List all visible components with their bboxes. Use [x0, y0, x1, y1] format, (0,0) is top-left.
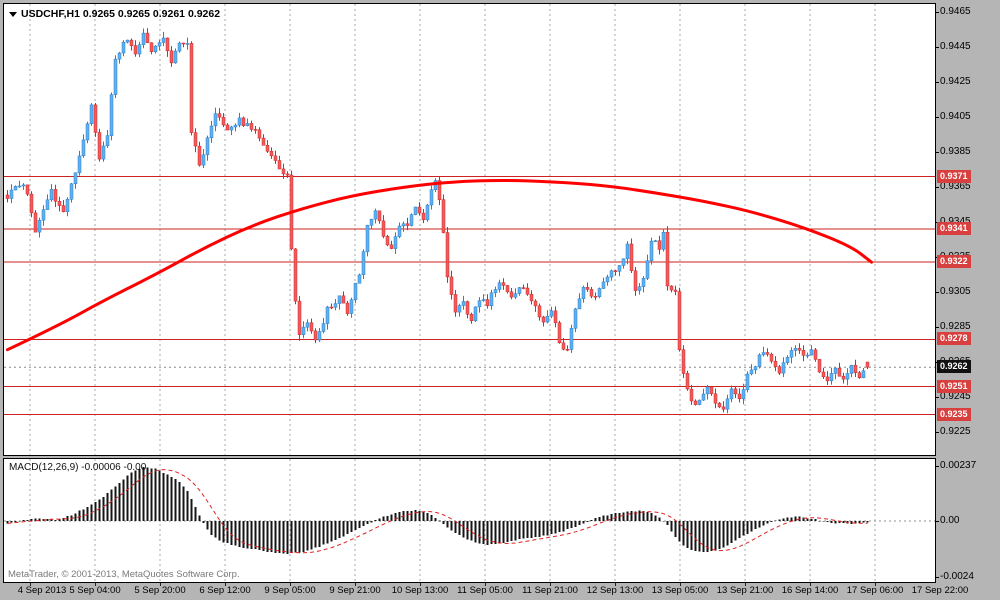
time-axis-label: 17 Sep 06:00	[846, 585, 904, 596]
time-axis-label: 5 Sep 20:00	[134, 585, 186, 596]
macd-axis-label: 0.00237	[940, 460, 977, 471]
macd-canvas[interactable]	[4, 459, 935, 582]
moving-average-line[interactable]	[6, 178, 873, 352]
price-axis-tickmark	[936, 187, 939, 188]
price-axis-label: 0.9385	[940, 146, 971, 157]
price-axis-tickmark	[936, 292, 939, 293]
price-axis-tickmark	[936, 12, 939, 13]
symbol-ohlc-label: USDCHF,H1 0.9265 0.9265 0.9261 0.9262	[21, 8, 221, 20]
price-axis-tickmark	[936, 152, 939, 153]
time-axis-tickmark	[290, 583, 291, 586]
price-axis-label: 0.9325	[940, 251, 971, 262]
time-axis-label: 5 Sep 04:00	[69, 585, 121, 596]
macd-axis-tickmark	[936, 466, 939, 467]
time-axis-label: 13 Sep 05:00	[651, 585, 709, 596]
time-axis-label: 6 Sep 12:00	[199, 585, 251, 596]
time-axis-label: 16 Sep 14:00	[781, 585, 839, 596]
macd-axis-label: -0.0024	[940, 570, 974, 582]
price-axis-tickmark	[936, 432, 939, 433]
macd-histogram-layer	[6, 466, 869, 554]
price-axis-label: 0.9305	[940, 286, 971, 297]
time-axis-label: 17 Sep 22:00	[911, 585, 969, 596]
hline-price-label[interactable]: 0.9322	[937, 255, 971, 269]
time-axis-tickmark	[680, 583, 681, 586]
price-axis-tickmark	[936, 117, 939, 118]
chart-dropdown-icon[interactable]	[9, 12, 17, 17]
candlestick-layer	[5, 28, 870, 414]
price-axis-tickmark	[936, 82, 939, 83]
price-axis-tickmark	[936, 257, 939, 258]
time-axis-tickmark	[225, 583, 226, 586]
hline-price-label[interactable]: 0.9341	[937, 222, 971, 235]
macd-axis-tickmark	[936, 521, 939, 522]
price-axis-label: 0.9465	[940, 6, 971, 17]
time-axis-label: 11 Sep 21:00	[522, 585, 578, 596]
price-axis-label: 0.9265	[940, 356, 971, 367]
time-axis-label: 11 Sep 05:00	[457, 585, 513, 596]
price-axis-tickmark	[936, 397, 939, 398]
time-axis-tickmark	[745, 583, 746, 586]
time-axis-label: 4 Sep 2013	[17, 585, 67, 596]
time-axis-tickmark	[875, 583, 876, 586]
hline-layer	[4, 176, 935, 415]
time-axis-tickmark	[810, 583, 811, 586]
time-axis-tickmark	[160, 583, 161, 586]
macd-axis-tickmark	[936, 576, 939, 578]
price-axis-tickmark	[936, 222, 939, 223]
time-axis-tickmark	[30, 583, 31, 586]
price-axis-label: 0.9425	[940, 76, 971, 87]
macd-indicator-label: MACD(12,26,9) -0.00006 -0.00	[9, 462, 147, 473]
macd-signal-line	[7, 469, 868, 554]
time-axis-tickmark	[550, 583, 551, 586]
macd-panel[interactable]: MACD(12,26,9) -0.00006 -0.00 MetaTrader,…	[3, 458, 936, 583]
hline-price-label[interactable]: 0.9251	[937, 379, 971, 393]
time-axis-label: 10 Sep 13:00	[391, 585, 449, 596]
price-axis-label: 0.9225	[940, 426, 971, 437]
price-axis-tickmark	[936, 362, 939, 363]
hline-price-label[interactable]: 0.9371	[937, 169, 971, 183]
price-axis-tickmark	[936, 47, 939, 48]
price-axis-label: 0.9445	[940, 41, 971, 52]
main-chart-panel[interactable]: USDCHF,H1 0.9265 0.9265 0.9261 0.9262	[3, 3, 936, 456]
price-axis-label: 0.9365	[940, 181, 971, 192]
macd-axis-label: 0.00	[940, 515, 960, 526]
chart-title: USDCHF,H1 0.9265 0.9265 0.9261 0.9262	[9, 8, 220, 20]
time-axis-tickmark	[95, 583, 96, 586]
time-axis-tickmark	[420, 583, 421, 586]
time-axis-tickmark	[615, 583, 616, 586]
time-axis-label: 13 Sep 21:00	[716, 585, 774, 596]
price-axis-label: 0.9345	[940, 216, 971, 227]
time-axis-label: 9 Sep 05:00	[264, 585, 316, 596]
copyright-watermark: MetaTrader, © 2001-2013, MetaQuotes Soft…	[8, 569, 240, 580]
price-axis-tickmark	[936, 327, 939, 328]
current-price-label: 0.9262	[937, 360, 971, 374]
price-axis-label: 0.9285	[940, 321, 971, 332]
price-axis-label: 0.9245	[940, 391, 971, 402]
time-axis-label: 12 Sep 13:00	[586, 585, 644, 596]
hline-price-label[interactable]: 0.9235	[937, 407, 971, 421]
time-axis-tickmark	[485, 583, 486, 586]
time-axis-tickmark	[355, 583, 356, 586]
price-chart-canvas[interactable]	[4, 4, 935, 455]
time-axis-label: 9 Sep 21:00	[329, 585, 381, 596]
price-axis-label: 0.9405	[940, 111, 971, 122]
hline-price-label[interactable]: 0.9278	[937, 332, 971, 346]
